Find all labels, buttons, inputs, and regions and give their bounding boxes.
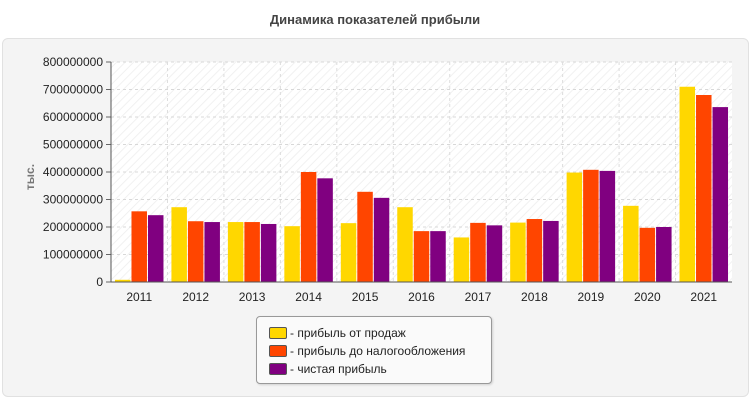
legend-item: - чистая прибыль xyxy=(269,361,387,377)
axes xyxy=(110,62,732,283)
y-tick-label: 700000000 xyxy=(43,83,103,97)
x-tick-label: 2021 xyxy=(690,290,717,304)
bar xyxy=(486,225,503,282)
bar xyxy=(470,222,486,282)
bar xyxy=(244,222,260,282)
legend-swatch xyxy=(269,345,287,357)
bars xyxy=(114,86,729,282)
x-tick-labels: 2011 2012 2013 2014 2015 2016 2017 2018 2019 2020… xyxy=(126,290,717,304)
bar xyxy=(583,169,599,282)
y-tick-label: 0 xyxy=(96,275,103,289)
y-tick-label: 500000000 xyxy=(43,138,103,152)
bar xyxy=(114,279,131,282)
bar xyxy=(131,211,147,282)
x-tick-label: 2016 xyxy=(408,290,435,304)
x-tick-label: 2012 xyxy=(182,290,209,304)
y-tick-label: 400000000 xyxy=(43,165,103,179)
bar xyxy=(317,178,333,282)
bar xyxy=(712,107,729,282)
y-tick-labels: 0 100000000 200000000 300000000 400000000 500… xyxy=(43,55,103,289)
bar xyxy=(543,220,559,282)
legend-label: - чистая прибыль xyxy=(290,362,387,376)
legend-swatch xyxy=(269,363,287,375)
bar xyxy=(340,223,357,282)
bar xyxy=(430,231,446,282)
x-tick-label: 2011 xyxy=(126,290,152,304)
x-tick-label: 2014 xyxy=(295,290,322,304)
bar xyxy=(357,191,373,282)
chart-title: Динамика показателей прибыли xyxy=(269,12,481,27)
x-tick-label: 2017 xyxy=(465,290,492,304)
bar xyxy=(260,223,277,282)
x-tick-label: 2013 xyxy=(239,290,266,304)
bar xyxy=(227,222,244,282)
bar xyxy=(300,172,317,282)
bar xyxy=(656,227,672,282)
y-tick-label: 300000000 xyxy=(43,193,103,207)
y-tick-label: 800000000 xyxy=(43,55,103,69)
bar xyxy=(284,226,300,282)
legend-label: - прибыль до налогообложения xyxy=(290,344,466,358)
x-tick-label: 2018 xyxy=(521,290,548,304)
bar xyxy=(526,219,543,282)
bar xyxy=(413,231,430,282)
x-tick-label: 2015 xyxy=(352,290,379,304)
bar xyxy=(623,205,639,282)
bar xyxy=(373,197,390,282)
x-tick-label: 2019 xyxy=(578,290,605,304)
bar xyxy=(204,222,220,282)
y-tick-label: 200000000 xyxy=(43,220,103,234)
legend-item: - прибыль от продаж xyxy=(269,325,406,341)
legend-label: - прибыль от продаж xyxy=(290,326,406,340)
bar xyxy=(397,207,413,282)
bar xyxy=(187,221,204,282)
bar xyxy=(453,237,470,282)
bar xyxy=(599,170,616,282)
y-tick-label: 600000000 xyxy=(43,110,103,124)
bar xyxy=(696,95,712,282)
bar xyxy=(147,215,164,282)
legend: - прибыль от продаж - прибыль до налогоо… xyxy=(256,316,492,384)
legend-item: - прибыль до налогообложения xyxy=(269,343,465,359)
y-tick-label: 100000000 xyxy=(43,248,103,262)
bar xyxy=(679,86,696,282)
bar xyxy=(566,172,583,282)
legend-swatch xyxy=(269,327,287,339)
bar xyxy=(171,207,187,282)
bar xyxy=(639,227,656,282)
bar xyxy=(510,222,526,282)
x-tick-label: 2020 xyxy=(634,290,661,304)
